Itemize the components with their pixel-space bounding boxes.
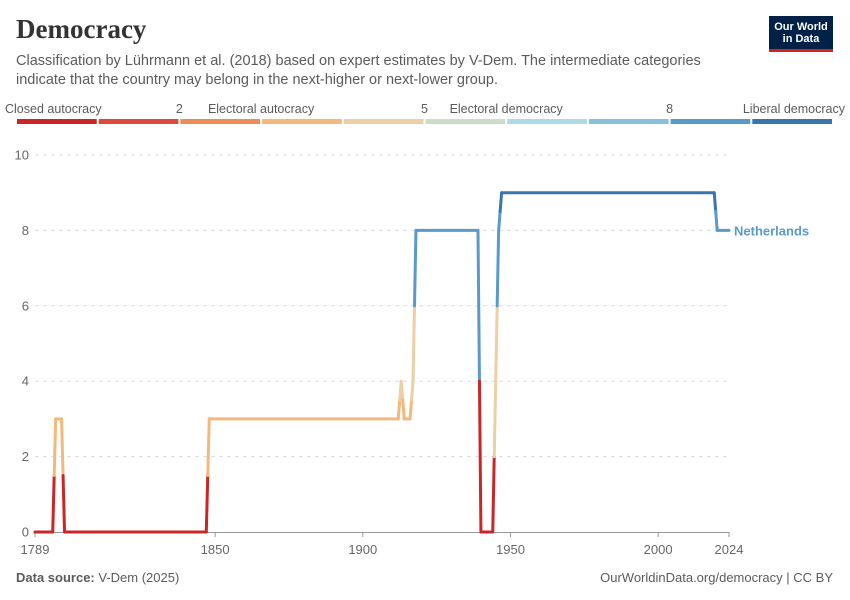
data-source: Data source: V-Dem (2025) [16,570,179,585]
logo-line-1: Our World [774,21,828,33]
x-tick-label: 1900 [348,542,377,557]
series-segment [401,398,406,421]
legend-bin-2 [180,119,261,124]
legend-bin-1 [98,119,179,124]
logo-line-2: in Data [782,33,820,45]
y-tick-label: 10 [15,148,29,163]
series-segment [399,379,405,402]
footer-url[interactable]: OurWorldinData.org/democracy | CC BY [600,570,833,585]
series-segment [396,398,402,421]
series-segment [492,379,498,459]
y-axis-ticks: 0 2 4 6 8 10 [15,148,29,540]
color-legend: Closed autocracy 2 Electoral autocracy 5 Ele… [5,102,846,124]
series-segment [497,210,502,232]
legend-bin-0 [17,119,97,124]
chart-subtitle: Classification by Lührmann et al. (2018)… [16,53,701,88]
series-segment [411,304,416,383]
legend-label: Closed autocracy [5,102,102,116]
series-segment [476,228,481,383]
series-segment [61,473,67,534]
series-segment [498,191,504,214]
series-segment [204,473,210,534]
owid-logo[interactable]: Our World in Data [769,16,833,52]
data-source-value[interactable]: V-Dem (2025) [98,570,180,585]
legend-bin-8 [670,119,751,124]
legend-label: Electoral democracy [450,102,564,116]
y-gridlines [35,154,729,458]
series-labels: Netherlands [734,223,809,238]
y-tick-label: 8 [22,223,29,238]
legend-bin-4 [343,119,424,124]
series-segment [410,379,415,402]
series-segment [51,473,56,534]
y-tick-label: 0 [22,525,29,540]
series-segment [408,398,414,421]
series-lines [33,191,731,534]
legend-label: 5 [421,102,428,116]
legend-bin-3 [262,119,342,124]
chart-title: Democracy [16,14,147,44]
data-source-label: Data source: [16,570,95,585]
legend-label: 8 [666,102,673,116]
series-segment [712,191,718,214]
legend-label: Liberal democracy [743,102,846,116]
series-segment [52,417,58,477]
series-segment [206,417,211,477]
legend-label: Electoral autocracy [208,102,315,116]
x-tick-label: 2000 [644,542,673,557]
x-tick-label: 1850 [201,542,230,557]
legend-bin-6 [507,119,587,124]
x-axis: 1789 1850 1900 1950 2000 2024 [21,532,744,557]
legend-bin-7 [588,119,669,124]
legend-bin-9 [752,119,832,124]
x-tick-label: 1789 [21,542,50,557]
series-segment [494,304,499,383]
x-tick-label: 1950 [496,542,525,557]
series-segment [495,228,501,308]
series-label-netherlands: Netherlands [734,223,809,238]
series-segment [714,210,719,232]
series-segment [412,228,418,308]
series-segment [60,417,65,477]
y-tick-label: 6 [22,298,29,313]
y-tick-label: 2 [22,449,29,464]
line-chart: Closed autocracy 2 Electoral autocracy 5 Ele… [5,102,846,557]
x-tick-label: 2024 [715,542,744,557]
series-segment [491,455,496,534]
series-segment [477,379,483,534]
legend-label: 2 [176,102,183,116]
y-tick-label: 4 [22,374,29,389]
legend-bin-5 [425,119,506,124]
